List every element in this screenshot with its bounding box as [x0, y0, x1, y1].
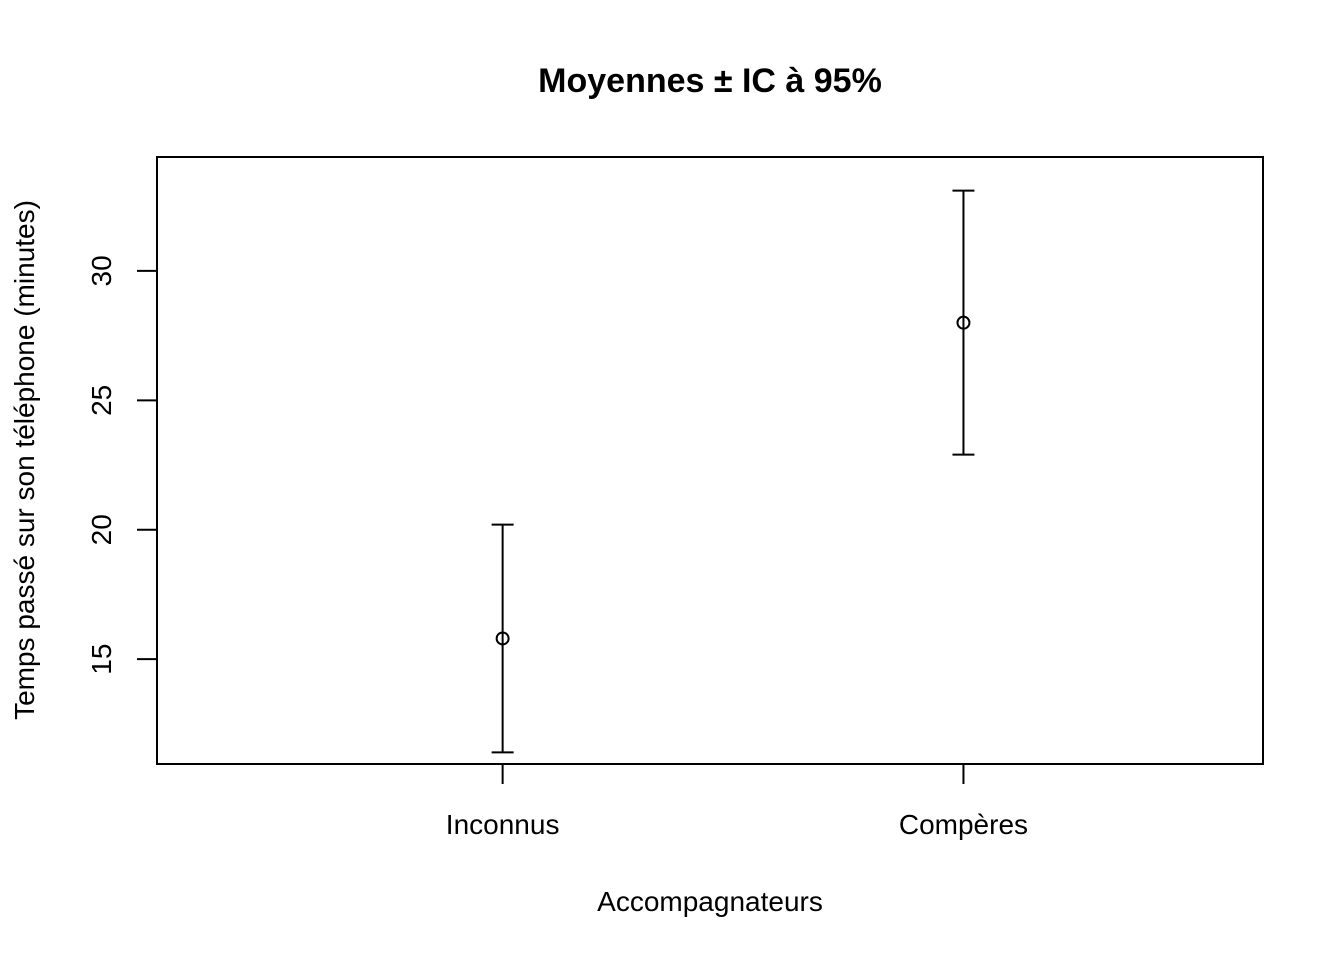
- y-axis-title: Temps passé sur son téléphone (minutes): [9, 200, 40, 720]
- chart-title: Moyennes ± IC à 95%: [538, 62, 882, 100]
- y-axis: 15 20 25 30: [86, 255, 158, 675]
- mean-point: [495, 631, 510, 646]
- x-tick-label: Compères: [899, 809, 1028, 840]
- x-axis-title: Accompagnateurs: [597, 886, 823, 917]
- x-tick-label: Inconnus: [446, 809, 560, 840]
- error-bars: [491, 189, 975, 754]
- x-axis: Inconnus Compères: [446, 764, 1028, 840]
- mean-point: [956, 315, 971, 330]
- y-tick-label: 25: [86, 385, 117, 416]
- y-tick-label: 30: [86, 255, 117, 286]
- plot-frame: [156, 156, 1264, 765]
- y-tick-label: 15: [86, 644, 117, 675]
- y-tick-label: 20: [86, 514, 117, 545]
